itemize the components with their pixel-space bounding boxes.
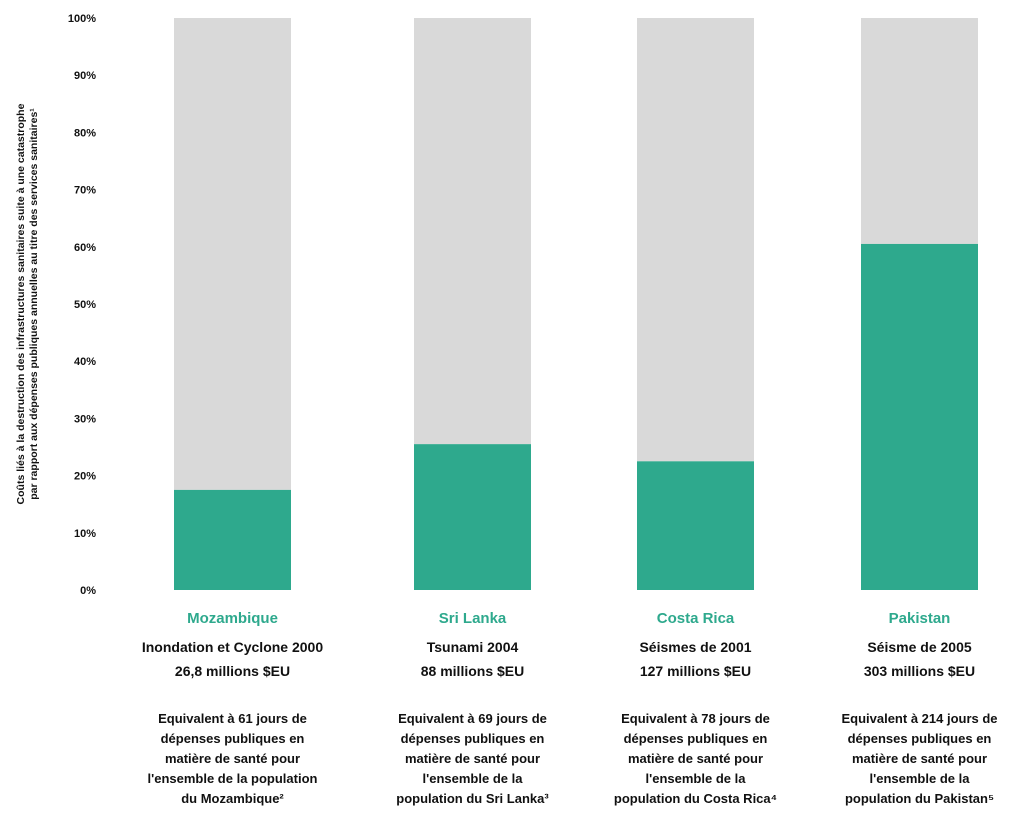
equivalence-note: matière de santé pour	[852, 751, 987, 766]
equivalence-note: dépenses publiques en	[401, 731, 545, 746]
equivalence-note: population du Pakistan⁵	[845, 791, 994, 806]
y-tick-label: 60%	[74, 242, 96, 254]
equivalence-note: Equivalent à 214 jours de	[841, 711, 997, 726]
bar-value	[637, 461, 754, 590]
bar-remainder	[637, 18, 754, 462]
equivalence-note: matière de santé pour	[628, 751, 763, 766]
equivalence-note: dépenses publiques en	[848, 731, 992, 746]
y-axis-ticks: 0% 10% 20% 30% 40% 50% 60% 70% 80% 90% 100%	[68, 13, 96, 597]
category-label: Mozambique	[187, 610, 278, 627]
equivalence-note: matière de santé pour	[405, 751, 540, 766]
event-description: Séisme de 2005	[867, 639, 972, 655]
equivalence-note: dépenses publiques en	[161, 731, 305, 746]
y-tick-label: 20%	[74, 471, 96, 483]
event-description: Séismes de 2001	[639, 639, 751, 655]
event-description: Inondation et Cyclone 2000	[142, 639, 323, 655]
bar-value	[414, 444, 531, 590]
event-description: Tsunami 2004	[427, 639, 519, 655]
bar-remainder	[414, 18, 531, 445]
y-tick-label: 70%	[74, 185, 96, 197]
equivalence-note: population du Sri Lanka³	[396, 791, 549, 806]
equivalence-note: du Mozambique²	[181, 791, 284, 806]
equivalence-note: Equivalent à 61 jours de	[158, 711, 307, 726]
event-description: 127 millions $EU	[640, 663, 751, 679]
y-axis-label-line: par rapport aux dépenses publiques annue…	[28, 108, 40, 500]
y-tick-label: 10%	[74, 528, 96, 540]
bars	[174, 18, 978, 590]
y-axis-label-line: Coûts liés à la destruction des infrastr…	[15, 103, 27, 504]
category-label: Costa Rica	[657, 610, 735, 627]
equivalence-note: l'ensemble de la	[646, 771, 747, 786]
equivalence-note: Equivalent à 69 jours de	[398, 711, 547, 726]
equivalence-note: l'ensemble de la population	[148, 771, 318, 786]
bar-remainder	[861, 18, 978, 244]
event-description: 303 millions $EU	[864, 663, 975, 679]
equivalence-note: matière de santé pour	[165, 751, 300, 766]
category-labels: Mozambique Inondation et Cyclone 2000 26,8…	[142, 610, 998, 806]
y-axis-label: Coûts liés à la destruction des infrastr…	[15, 103, 40, 504]
y-tick-label: 0%	[80, 585, 96, 597]
event-description: 88 millions $EU	[421, 663, 524, 679]
category-label: Sri Lanka	[439, 610, 507, 627]
equivalence-note: Equivalent à 78 jours de	[621, 711, 770, 726]
bar-value	[861, 243, 978, 590]
category-label: Pakistan	[889, 610, 951, 627]
equivalence-note: dépenses publiques en	[624, 731, 768, 746]
equivalence-note: l'ensemble de la	[423, 771, 524, 786]
equivalence-note: l'ensemble de la	[870, 771, 971, 786]
y-tick-label: 50%	[74, 299, 96, 311]
bar-remainder	[174, 18, 291, 490]
y-tick-label: 90%	[74, 70, 96, 82]
equivalence-note: population du Costa Rica⁴	[614, 791, 777, 806]
bar-value	[174, 489, 291, 590]
y-tick-label: 100%	[68, 13, 96, 25]
y-tick-label: 30%	[74, 413, 96, 425]
y-tick-label: 80%	[74, 127, 96, 139]
event-description: 26,8 millions $EU	[175, 663, 290, 679]
y-tick-label: 40%	[74, 356, 96, 368]
